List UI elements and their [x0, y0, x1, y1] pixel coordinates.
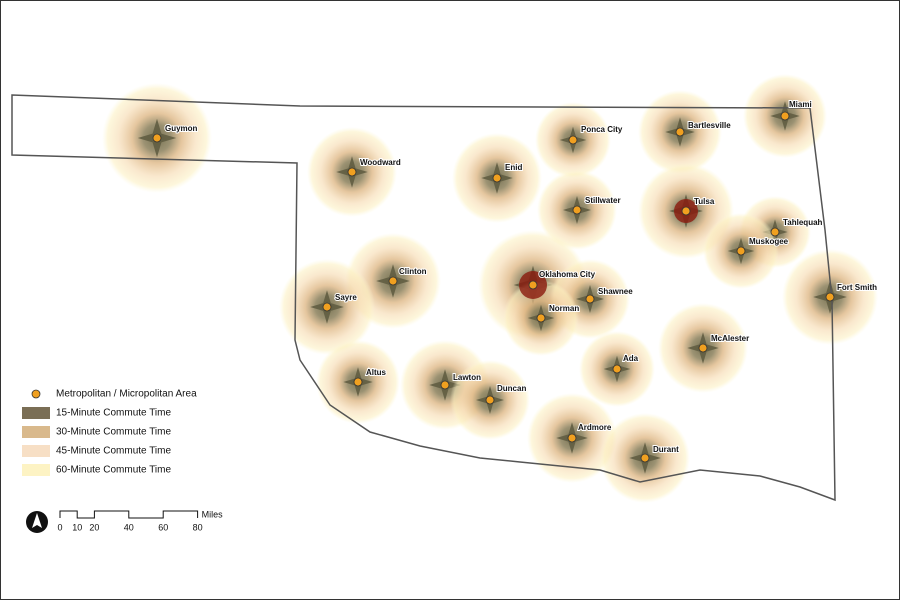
legend-label: Metropolitan / Micropolitan Area	[56, 389, 197, 400]
city-marker	[736, 246, 746, 256]
city-marker	[568, 135, 578, 145]
city-label: McAlester	[711, 334, 749, 343]
legend-label: 60-Minute Commute Time	[56, 465, 171, 476]
city-marker	[485, 395, 495, 405]
city-marker	[353, 377, 363, 387]
city-marker	[347, 167, 357, 177]
city-marker	[585, 294, 595, 304]
city-label: Ada	[623, 354, 639, 363]
legend-swatch	[22, 407, 50, 419]
legend-marker	[31, 389, 41, 399]
city-label: Duncan	[497, 384, 526, 393]
city-marker	[572, 205, 582, 215]
city-label: Sayre	[335, 293, 357, 302]
city-label: Altus	[366, 368, 387, 377]
legend-swatch	[22, 445, 50, 457]
city-label: Miami	[789, 100, 812, 109]
city-marker	[322, 302, 332, 312]
city-label: Lawton	[453, 373, 481, 382]
scale-bar: 0 10 20 40 60 80 Miles	[26, 509, 223, 533]
north-arrow-head	[32, 513, 42, 528]
scale-tick-label: 80	[193, 522, 203, 532]
city-marker	[528, 280, 538, 290]
city-marker	[440, 380, 450, 390]
legend-swatch	[22, 426, 50, 438]
city-label: Stillwater	[585, 196, 621, 205]
city-marker	[825, 292, 835, 302]
scale-line	[59, 510, 199, 519]
city-label: Shawnee	[598, 287, 633, 296]
state-outline	[11, 94, 836, 502]
city-marker	[675, 127, 685, 137]
city-label: Bartlesville	[688, 121, 731, 130]
city-marker	[640, 453, 650, 463]
city-label: Muskogee	[749, 237, 789, 246]
city-label: Tahlequah	[783, 218, 823, 227]
scale-tick-label: 40	[124, 522, 134, 532]
city-marker	[612, 364, 622, 374]
city-marker	[780, 111, 790, 121]
legend-label: 15-Minute Commute Time	[56, 408, 171, 419]
legend-label: 30-Minute Commute Time	[56, 427, 171, 438]
city-label: Durant	[653, 445, 679, 454]
city-label: Clinton	[399, 267, 427, 276]
city-marker	[536, 313, 546, 323]
city-label: Enid	[505, 163, 522, 172]
city-marker	[388, 276, 398, 286]
legend-label: 45-Minute Commute Time	[56, 446, 171, 457]
scale-tick-label: 10	[72, 522, 82, 532]
cities: Guymon Woodward Enid Ponca City Bartlesville…	[152, 99, 878, 463]
city-marker	[681, 206, 691, 216]
legend: Metropolitan / Micropolitan Area 15-Minut…	[22, 389, 197, 476]
city-label: Ponca City	[581, 125, 623, 134]
city-marker	[492, 173, 502, 183]
legend-swatch	[22, 464, 50, 476]
scale-unit: Miles	[202, 509, 224, 519]
city-label: Ardmore	[578, 423, 612, 432]
city-label: Tulsa	[694, 197, 715, 206]
city-label: Guymon	[165, 124, 198, 133]
scale-tick-label: 0	[57, 522, 62, 532]
city-label: Woodward	[360, 158, 401, 167]
city-marker	[152, 133, 162, 143]
city-marker	[567, 433, 577, 443]
city-label: Norman	[549, 304, 579, 313]
city-label: Fort Smith	[837, 283, 877, 292]
city-label: Oklahoma City	[539, 270, 596, 279]
scale-tick-label: 20	[89, 522, 99, 532]
scale-tick-label: 60	[158, 522, 168, 532]
city-marker	[770, 227, 780, 237]
city-marker	[698, 343, 708, 353]
